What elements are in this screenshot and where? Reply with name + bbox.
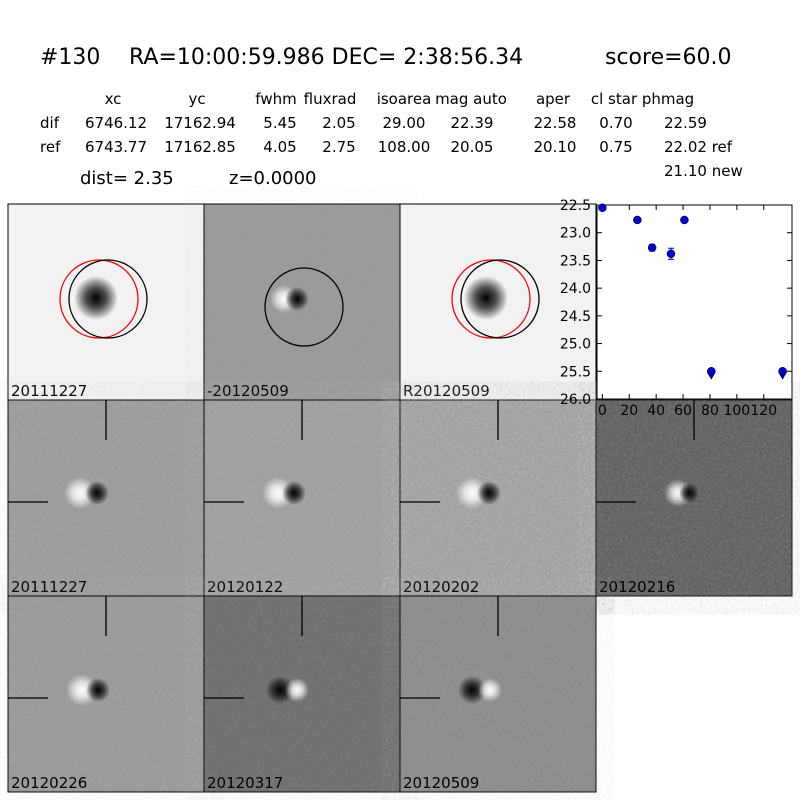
data-point (647, 243, 657, 252)
y-tick-label: 25.5 (560, 364, 591, 380)
source-blob (86, 678, 110, 702)
table-cell: 4.05 (263, 138, 296, 156)
aperture-red (59, 259, 139, 339)
source-blob (64, 477, 96, 509)
light-curve: 22.5 23.0 23.5 24.0 24.5 25.0 25.5 26.0 0 20 40 60 8… (560, 198, 793, 419)
column-header: mag auto (435, 90, 507, 108)
y-tick-label: 25.0 (560, 337, 591, 353)
stamp-label: R20120509 (403, 382, 490, 400)
table-cell: 0.70 (599, 114, 632, 132)
x-tick-label: 20 (620, 403, 638, 419)
table-cell: 6743.77 (85, 138, 147, 156)
x-tick-label: 100 (723, 403, 750, 419)
source-blob (266, 676, 294, 704)
stamp-label: 20120122 (207, 578, 283, 596)
aperture-black (264, 267, 344, 347)
column-header: cl star (591, 90, 638, 108)
y-tick-label: 24.5 (560, 309, 591, 325)
stamp-label: 20120509 (403, 774, 479, 792)
x-tick-label: 120 (750, 403, 777, 419)
plot-area (596, 204, 793, 400)
column-header: fluxrad (304, 90, 357, 108)
y-tick-label: 23.5 (560, 253, 591, 269)
stamp-label: 20111227 (11, 382, 87, 400)
data-point (707, 367, 716, 376)
column-header: fwhm (255, 90, 296, 108)
source-blob (679, 483, 699, 503)
table-cell: 5.45 (263, 114, 296, 132)
table-cell: 17162.85 (164, 138, 236, 156)
table-cell: 22.02 ref (664, 138, 733, 156)
source-blob (85, 481, 109, 505)
aperture-black (460, 259, 540, 339)
source-blob (478, 678, 502, 702)
table-cell: 22.39 (451, 114, 494, 132)
y-tick-label: 26.0 (560, 392, 591, 408)
table-cell: 22.58 (534, 114, 577, 132)
source-blob (456, 477, 488, 509)
table-cell: 22.59 (664, 114, 707, 132)
column-header: xc (105, 90, 122, 108)
table-note: 21.10 new (664, 162, 743, 180)
stamp-label: 20120226 (11, 774, 87, 792)
x-tick-label: 80 (701, 403, 719, 419)
row-label: ref (40, 138, 61, 156)
x-tick-label: 0 (598, 403, 607, 419)
table-cell: 17162.94 (164, 114, 236, 132)
stamp-label: 20120317 (207, 774, 283, 792)
column-header: aper (536, 90, 571, 108)
table-cell: 2.75 (322, 138, 355, 156)
stamp-label: 20120216 (599, 578, 675, 596)
stamp-label: -20120509 (207, 382, 289, 400)
table-cell: 2.05 (322, 114, 355, 132)
column-header: phmag (642, 90, 694, 108)
stamp-label: 20111227 (11, 578, 87, 596)
source-blob (464, 276, 508, 320)
candidate-id: #130 (40, 45, 100, 70)
table-cell: 108.00 (378, 138, 431, 156)
x-tick-label: 60 (674, 403, 692, 419)
x-tick-label: 40 (647, 403, 665, 419)
data-point (778, 367, 787, 376)
source-blob (458, 676, 486, 704)
data-point (633, 215, 642, 225)
table-cell: 20.05 (451, 138, 494, 156)
column-header: yc (188, 90, 205, 108)
table-cell: 29.00 (383, 114, 426, 132)
column-header: isoarea (377, 90, 432, 108)
table-cell: 20.10 (534, 138, 577, 156)
source-blob (74, 276, 118, 320)
data-point (680, 215, 689, 225)
y-tick-label: 23.0 (560, 226, 591, 242)
redshift: z=0.0000 (229, 168, 317, 189)
table-cell: 0.75 (599, 138, 632, 156)
source-blob (477, 481, 501, 505)
score: score=60.0 (605, 45, 732, 70)
data-point (666, 249, 676, 259)
y-tick-label: 22.5 (560, 198, 591, 214)
aperture-black (68, 259, 148, 339)
row-label: dif (40, 114, 60, 132)
distance: dist= 2.35 (80, 168, 174, 189)
aperture-red (451, 259, 531, 339)
stamp-label: 20120202 (403, 578, 479, 596)
source-blob (285, 287, 309, 311)
table-cell: 6746.12 (85, 114, 147, 132)
source-blob (285, 678, 309, 702)
source-blob (282, 481, 306, 505)
data-point (598, 203, 607, 213)
coordinates: RA=10:00:59.986 DEC= 2:38:56.34 (129, 45, 523, 70)
y-tick-label: 24.0 (560, 281, 591, 297)
